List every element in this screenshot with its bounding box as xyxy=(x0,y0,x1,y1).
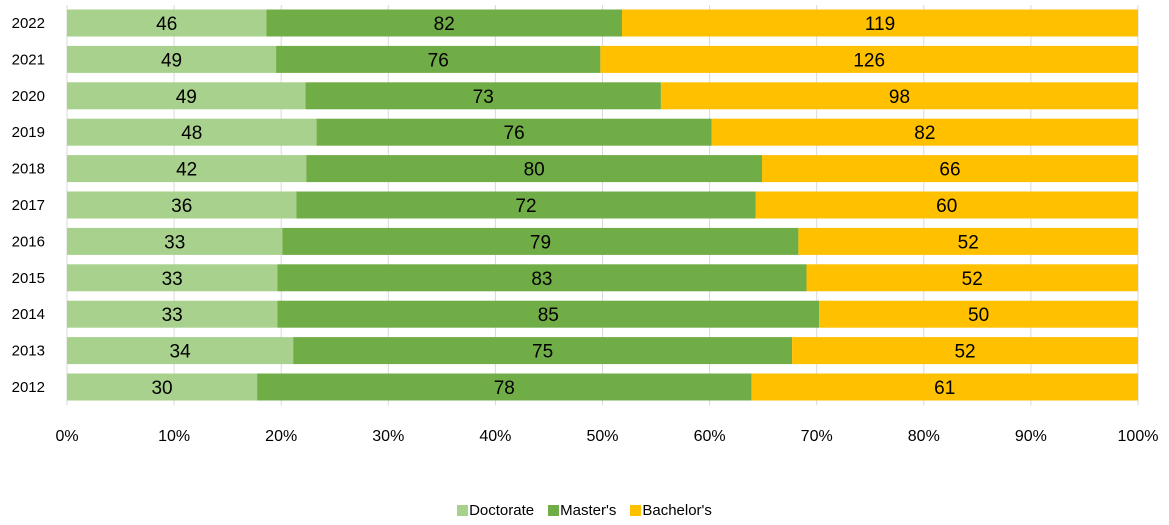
x-tick-label: 10% xyxy=(158,428,190,445)
data-label: 83 xyxy=(531,269,552,290)
data-label: 75 xyxy=(532,342,553,363)
bar-segment xyxy=(67,155,307,183)
data-label: 79 xyxy=(530,232,551,253)
bar-segment xyxy=(819,300,1138,328)
data-label: 76 xyxy=(428,50,449,71)
data-label: 80 xyxy=(524,160,545,181)
bar-segment xyxy=(751,373,1138,401)
x-tick-label: 60% xyxy=(694,428,726,445)
data-label: 36 xyxy=(171,196,192,217)
data-label: 49 xyxy=(176,87,197,108)
data-label: 119 xyxy=(865,14,895,35)
bar-segment xyxy=(711,118,1138,146)
bar-segment xyxy=(67,373,258,401)
data-label: 98 xyxy=(889,87,910,108)
y-tick-label: 2015 xyxy=(12,270,45,287)
bar-segment xyxy=(755,191,1138,219)
legend-label-bachelors: Bachelor's xyxy=(642,502,712,519)
legend-label-masters: Master's xyxy=(560,502,617,519)
data-label: 52 xyxy=(954,342,975,363)
stacked-bar-chart: 0% 10% 20% 30% 40% 50% 60% 70% 80% 90% 100% 2022 46 8… xyxy=(12,5,1159,445)
data-label: 82 xyxy=(914,123,935,144)
x-tick-label: 30% xyxy=(372,428,404,445)
bar-segment xyxy=(622,9,1138,37)
bar-segment xyxy=(600,45,1138,73)
data-label: 48 xyxy=(181,123,202,144)
data-label: 30 xyxy=(151,378,172,399)
bar-segment xyxy=(67,9,267,37)
y-tick-label: 2016 xyxy=(12,233,45,250)
x-tick-label: 80% xyxy=(908,428,940,445)
y-tick-label: 2013 xyxy=(12,343,45,360)
bar-segment xyxy=(806,264,1138,292)
bar-segment xyxy=(67,45,277,73)
x-tick-label: 20% xyxy=(265,428,297,445)
bar-segment xyxy=(67,337,294,365)
legend-swatch-bachelors xyxy=(630,505,642,516)
bar-segment xyxy=(293,337,793,365)
bar-segment xyxy=(67,300,278,328)
data-label: 46 xyxy=(156,14,177,35)
data-label: 34 xyxy=(170,342,192,363)
legend-item-masters: Master's xyxy=(548,502,616,519)
bar-segment xyxy=(762,155,1138,183)
data-label: 66 xyxy=(939,160,960,181)
data-label: 76 xyxy=(504,123,525,144)
bar-segment xyxy=(305,82,661,110)
x-tick-label: 100% xyxy=(1118,428,1159,445)
bar-segment xyxy=(277,264,807,292)
y-tick-label: 2021 xyxy=(12,51,45,68)
bar-segment xyxy=(67,191,297,219)
bar-segment xyxy=(277,300,820,328)
bar-segment xyxy=(67,82,306,110)
bar-segment xyxy=(282,227,799,255)
data-label: 82 xyxy=(434,14,455,35)
legend-item-bachelors: Bachelor's xyxy=(630,502,712,519)
bar-segment xyxy=(660,82,1138,110)
data-label: 73 xyxy=(473,87,494,108)
data-label: 52 xyxy=(958,232,979,253)
data-label: 126 xyxy=(853,50,885,71)
y-tick-label: 2012 xyxy=(12,379,45,396)
data-label: 33 xyxy=(162,305,183,326)
y-tick-label: 2020 xyxy=(12,88,45,105)
data-label: 85 xyxy=(538,305,559,326)
data-label: 61 xyxy=(934,378,955,399)
x-tick-label: 0% xyxy=(55,428,78,445)
bar-segment xyxy=(276,45,601,73)
y-tick-label: 2018 xyxy=(12,161,45,178)
x-tick-label: 90% xyxy=(1015,428,1047,445)
x-tick-label: 50% xyxy=(586,428,618,445)
legend-swatch-doctorate xyxy=(457,505,469,516)
bar-segment xyxy=(67,118,317,146)
bar-segment xyxy=(266,9,623,37)
bar-segment xyxy=(296,191,756,219)
bar-segment xyxy=(316,118,712,146)
x-tick-label: 70% xyxy=(801,428,833,445)
y-tick-label: 2017 xyxy=(12,197,45,214)
legend-swatch-masters xyxy=(548,505,560,516)
y-tick-label: 2014 xyxy=(12,306,45,323)
bar-segment xyxy=(257,373,752,401)
data-label: 72 xyxy=(515,196,536,217)
bar-segment xyxy=(67,264,278,292)
x-tick-label: 40% xyxy=(479,428,511,445)
bar-segment xyxy=(306,155,763,183)
legend: Doctorate Master's Bachelor's xyxy=(0,502,1169,519)
bar-segment xyxy=(798,227,1138,255)
data-label: 50 xyxy=(968,305,989,326)
data-label: 33 xyxy=(164,232,185,253)
data-label: 33 xyxy=(162,269,183,290)
bar-segment xyxy=(67,227,283,255)
data-label: 78 xyxy=(494,378,515,399)
data-label: 42 xyxy=(176,160,197,181)
y-tick-label: 2022 xyxy=(12,15,45,32)
data-label: 49 xyxy=(161,50,182,71)
legend-label-doctorate: Doctorate xyxy=(469,502,535,519)
data-label: 60 xyxy=(936,196,957,217)
legend-item-doctorate: Doctorate xyxy=(457,502,534,519)
bar-segment xyxy=(792,337,1138,365)
y-tick-label: 2019 xyxy=(12,124,45,141)
data-label: 52 xyxy=(962,269,983,290)
